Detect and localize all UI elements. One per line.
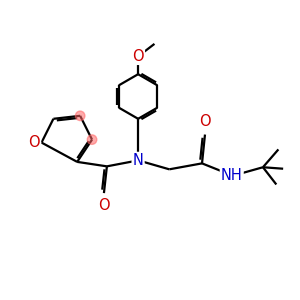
Text: N: N [133, 153, 143, 168]
Text: O: O [132, 49, 144, 64]
Text: O: O [28, 135, 40, 150]
Circle shape [87, 135, 97, 144]
Text: O: O [98, 198, 110, 213]
Text: NH: NH [221, 168, 243, 183]
Circle shape [75, 111, 85, 121]
Text: O: O [199, 114, 211, 129]
